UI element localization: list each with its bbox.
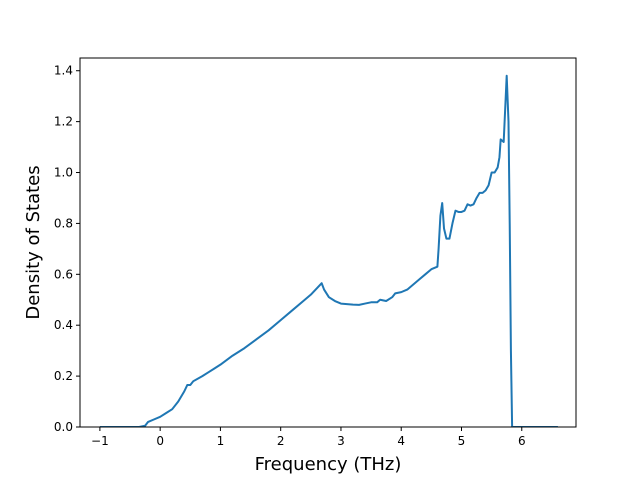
y-tick-label: 0.0 (54, 420, 73, 434)
y-tick-label: 1.4 (54, 64, 73, 78)
x-tick-label: 3 (337, 434, 345, 448)
x-tick-label: 0 (156, 434, 164, 448)
y-tick-label: 1.0 (54, 166, 73, 180)
plot-area (99, 74, 558, 427)
y-tick-label: 0.2 (54, 369, 73, 383)
x-tick-label: 6 (518, 434, 526, 448)
y-tick-label: 0.4 (54, 318, 73, 332)
x-tick-label: −1 (91, 434, 109, 448)
x-tick-label: 2 (277, 434, 285, 448)
y-axis-ticks: 0.0 0.2 0.4 0.6 0.8 1.0 1.2 1.4 (54, 64, 80, 434)
x-tick-label: 5 (458, 434, 466, 448)
x-tick-label: 1 (217, 434, 225, 448)
y-tick-label: 0.6 (54, 267, 73, 281)
x-axis-label: Frequency (THz) (255, 454, 402, 475)
axes-frame (79, 57, 577, 428)
y-axis-label: Density of States (23, 165, 44, 319)
y-tick-label: 1.2 (54, 115, 73, 129)
x-tick-label: 4 (397, 434, 405, 448)
y-tick-label: 0.8 (54, 216, 73, 230)
x-axis-ticks: −1 0 1 2 3 4 5 6 (91, 427, 526, 448)
dos-series-line-0 (99, 74, 558, 427)
